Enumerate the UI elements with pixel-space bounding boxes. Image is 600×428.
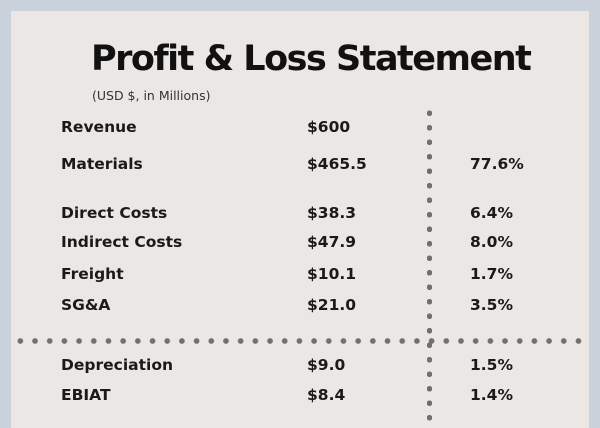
row-amount: $9.0: [307, 356, 346, 374]
row-amount: $600: [307, 118, 351, 136]
row-percent: 3.5%: [470, 296, 513, 314]
row-amount: $10.1: [307, 265, 357, 283]
row-percent: 8.0%: [470, 233, 513, 251]
row-sga: SG&A $21.0 3.5%: [11, 296, 589, 318]
row-amount: $465.5: [307, 155, 367, 173]
row-freight: Freight $10.1 1.7%: [11, 265, 589, 287]
row-label: Direct Costs: [61, 204, 168, 222]
row-label: EBIAT: [61, 386, 111, 404]
vertical-dotted-divider: [427, 106, 432, 428]
row-percent: 1.4%: [470, 386, 513, 404]
row-label: Revenue: [61, 118, 137, 136]
row-label: Indirect Costs: [61, 233, 183, 251]
row-percent: 77.6%: [470, 155, 524, 173]
row-revenue: Revenue $600: [11, 118, 589, 140]
row-percent: 1.5%: [470, 356, 513, 374]
pnl-statement-card: Profit & Loss Statement (USD $, in Milli…: [11, 11, 589, 428]
row-label: SG&A: [61, 296, 111, 314]
row-label: Depreciation: [61, 356, 173, 374]
row-direct-costs: Direct Costs $38.3 6.4%: [11, 204, 589, 226]
row-percent: 1.7%: [470, 265, 513, 283]
row-materials: Materials $465.5 77.6%: [11, 155, 589, 177]
row-amount: $21.0: [307, 296, 357, 314]
row-amount: $38.3: [307, 204, 357, 222]
row-depreciation: Depreciation $9.0 1.5%: [11, 356, 589, 378]
statement-title: Profit & Loss Statement: [91, 39, 532, 79]
horizontal-dotted-divider: [11, 338, 589, 344]
row-amount: $47.9: [307, 233, 357, 251]
row-label: Materials: [61, 155, 143, 173]
row-percent: 6.4%: [470, 204, 513, 222]
row-label: Freight: [61, 265, 124, 283]
row-indirect-costs: Indirect Costs $47.9 8.0%: [11, 233, 589, 255]
statement-subtitle: (USD $, in Millions): [92, 88, 211, 103]
row-ebiat: EBIAT $8.4 1.4%: [11, 386, 589, 408]
row-amount: $8.4: [307, 386, 346, 404]
